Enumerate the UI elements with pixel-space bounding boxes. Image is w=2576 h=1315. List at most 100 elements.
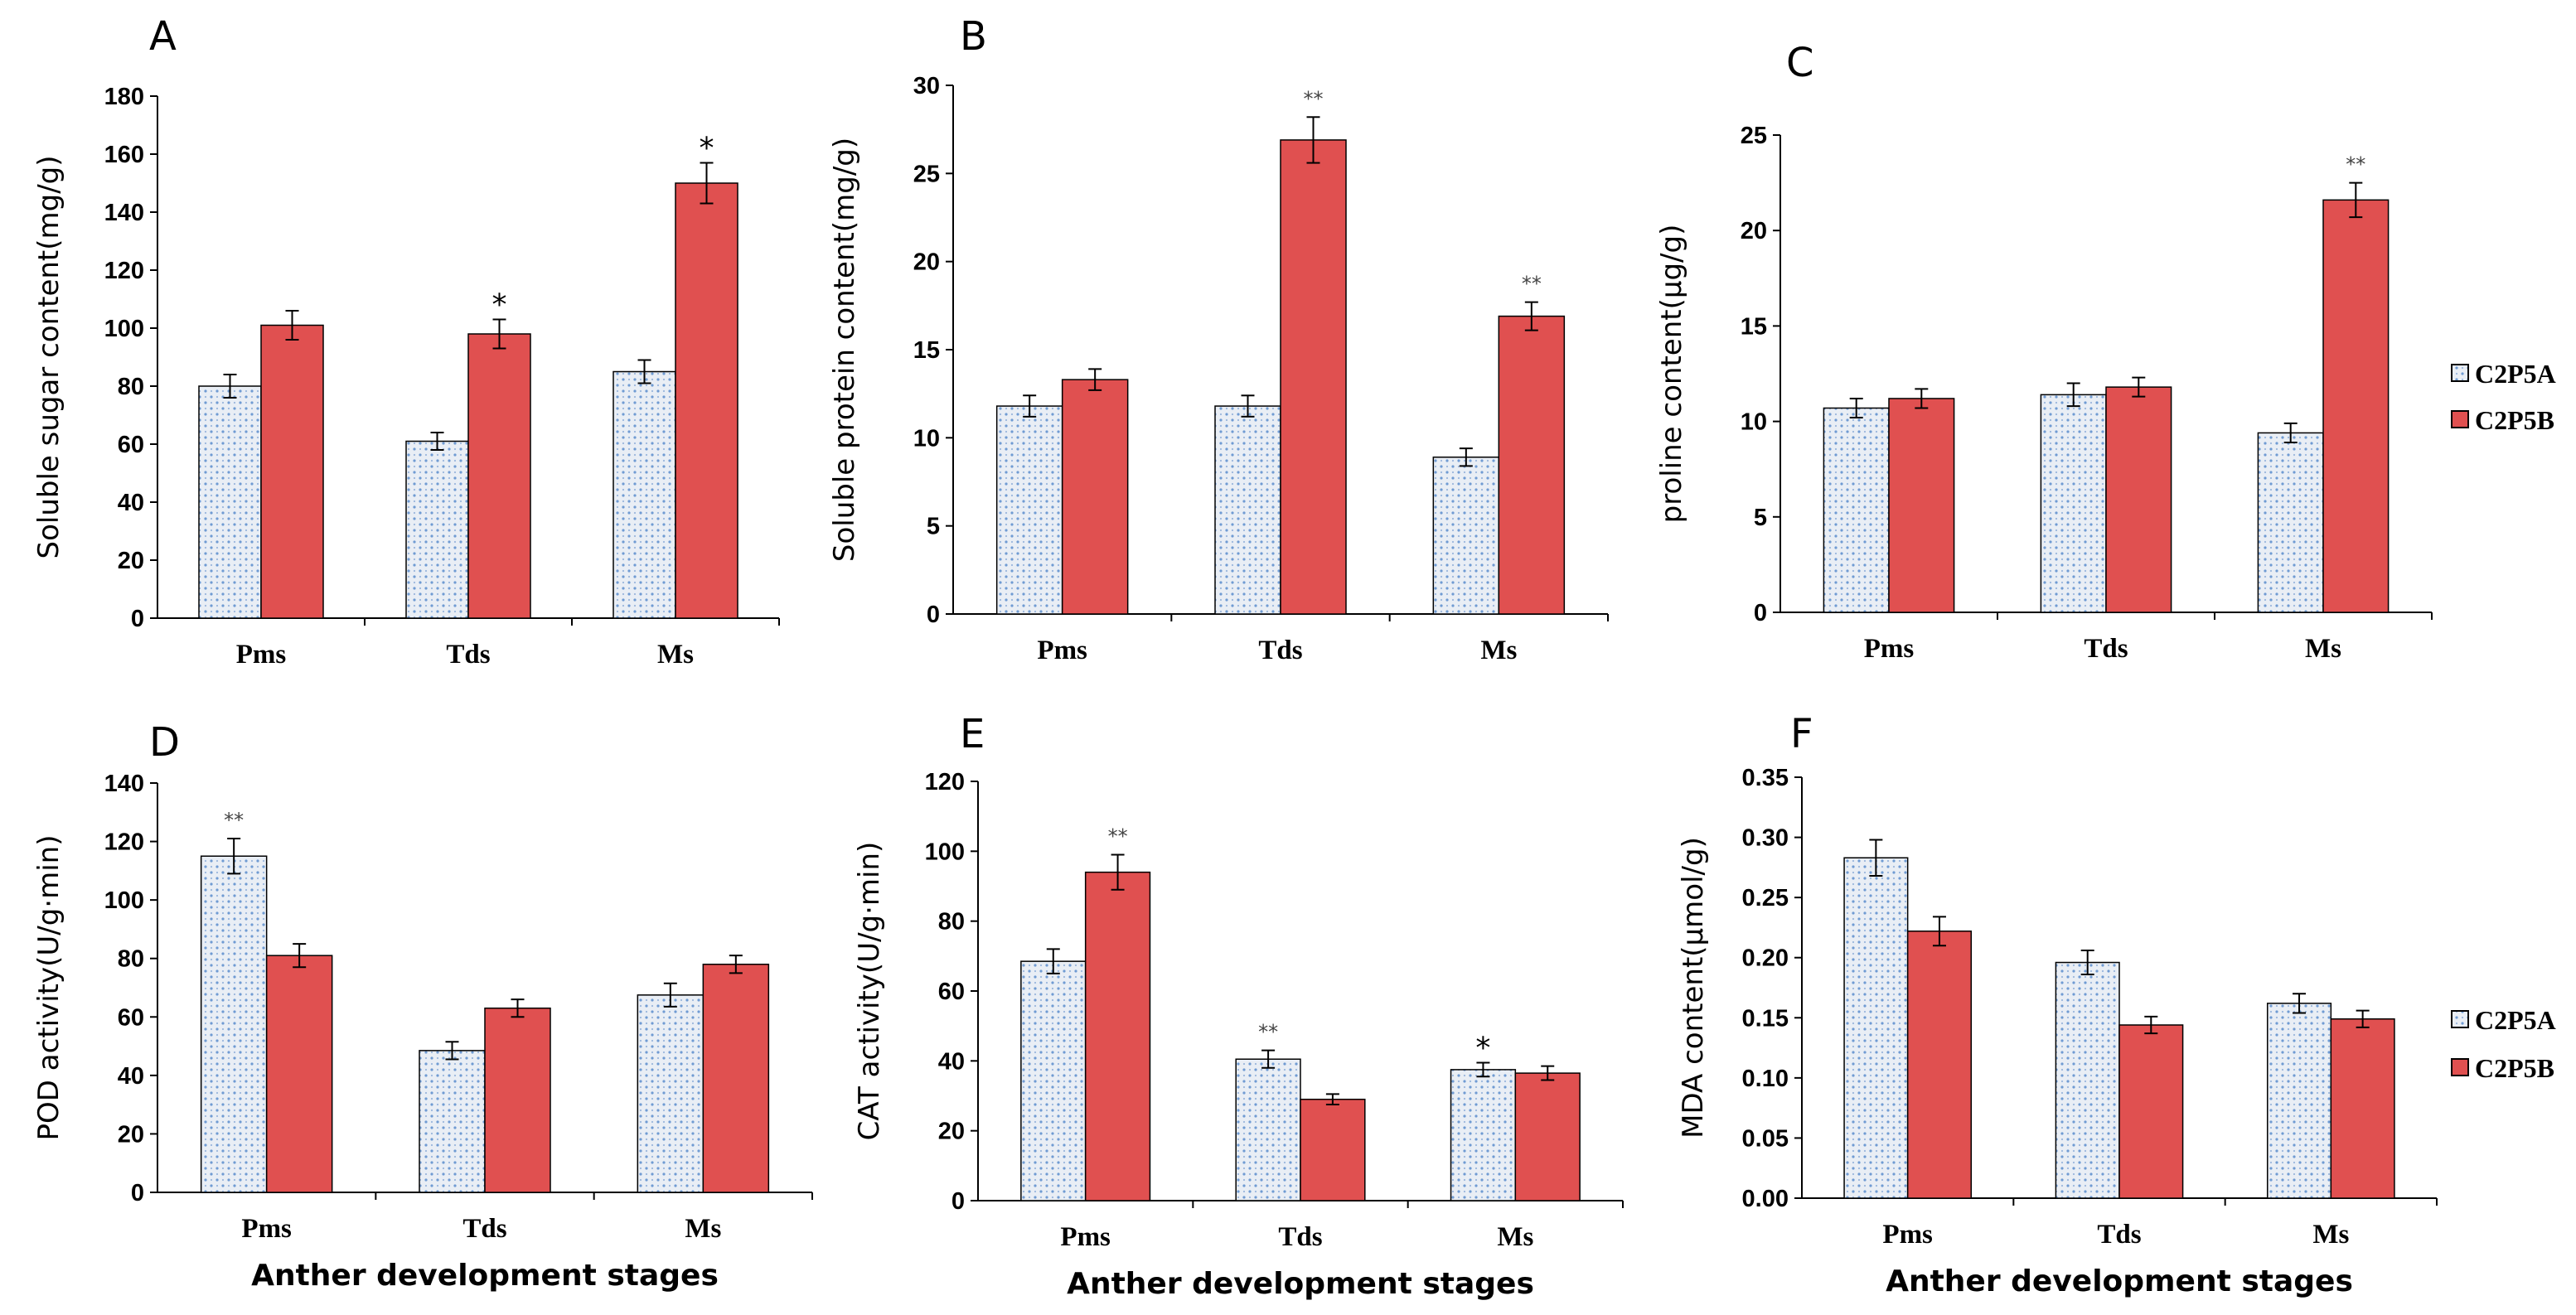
legend-label-c2p5a: C2P5A — [2475, 1005, 2556, 1035]
bar-b-c2p5b-ms — [1498, 315, 1566, 615]
y-tick-label-f: 0.10 — [1742, 1066, 1789, 1092]
bar-b-c2p5a-pms — [995, 405, 1063, 615]
legend-label-c2p5a: C2P5A — [2475, 359, 2556, 389]
panel-letter-a: A — [149, 13, 177, 60]
y-tick-label-f: 0.30 — [1742, 825, 1789, 852]
y-tick-label-b: 0 — [927, 602, 940, 628]
bar-d-c2p5b-pms — [265, 955, 333, 1193]
bar-f-c2p5a-tds — [2055, 961, 2120, 1199]
bar-e-c2p5a-tds — [1235, 1058, 1301, 1201]
x-tick-label-a: Ms — [657, 640, 694, 670]
bar-f-c2p5a-pms — [1843, 857, 1909, 1199]
y-tick-label-d: 140 — [104, 771, 144, 797]
bar-f-c2p5b-pms — [1906, 931, 1973, 1199]
y-tick-label-a: 100 — [104, 316, 144, 342]
bar-d-c2p5b-tds — [484, 1007, 551, 1193]
y-tick-label-a: 160 — [104, 142, 144, 168]
y-tick-label-b: 5 — [927, 514, 940, 540]
legend-swatch-c2p5a — [2451, 364, 2469, 382]
bar-a-c2p5a-pms — [198, 385, 262, 619]
bar-d-c2p5a-ms — [637, 994, 705, 1193]
y-tick-label-a: 60 — [118, 432, 144, 458]
y-tick-label-c: 10 — [1741, 409, 1767, 436]
bar-b-c2p5b-tds — [1280, 139, 1347, 615]
bar-c-c2p5b-tds — [2105, 386, 2172, 613]
y-tick-label-a: 0 — [131, 606, 144, 632]
y-tick-label-a: 180 — [104, 84, 144, 110]
x-tick-label-a: Tds — [446, 640, 490, 670]
y-tick-label-b: 20 — [913, 249, 940, 276]
bar-d-c2p5b-ms — [702, 964, 770, 1193]
panel-letter-b: B — [960, 13, 987, 60]
y-tick-label-a: 140 — [104, 200, 144, 226]
y-axis-label-e: CAT activity(U/g·min) — [853, 842, 886, 1141]
y-tick-label-d: 20 — [118, 1121, 144, 1148]
bar-e-c2p5b-ms — [1514, 1072, 1581, 1201]
bar-a-c2p5a-tds — [405, 440, 469, 619]
x-tick-label-e: Ms — [1497, 1222, 1533, 1252]
bar-b-c2p5b-pms — [1061, 379, 1129, 615]
y-tick-label-a: 120 — [104, 258, 144, 284]
significance-mark-d: ** — [224, 809, 244, 832]
y-tick-label-b: 25 — [913, 161, 940, 187]
legend-top: C2P5A C2P5B — [2451, 359, 2556, 435]
chart-d: 0 20 40 60 80 100 120 140 POD activity(U/g·min) P… — [32, 771, 813, 1293]
x-tick-label-e: Tds — [1278, 1222, 1322, 1252]
y-tick-label-a: 40 — [118, 490, 144, 516]
legend-label-c2p5b: C2P5B — [2475, 1053, 2554, 1083]
y-tick-label-a: 20 — [118, 548, 144, 574]
x-tick-label-e: Pms — [1060, 1222, 1111, 1252]
y-tick-label-e: 40 — [938, 1048, 965, 1075]
bar-a-c2p5a-ms — [613, 370, 676, 619]
significance-mark-e: ** — [1258, 1021, 1278, 1044]
legend-entry-c2p5b: C2P5B — [2451, 405, 2554, 435]
x-axis-label-e: Anther development stages — [1067, 1267, 1534, 1301]
y-tick-label-e: 80 — [938, 909, 965, 935]
bar-f-c2p5b-ms — [2330, 1018, 2395, 1199]
x-tick-label-c: Pms — [1864, 634, 1915, 664]
y-tick-label-e: 120 — [925, 769, 965, 795]
significance-mark-e: * — [1475, 1031, 1490, 1065]
x-axis-label-f: Anther development stages — [1886, 1264, 2353, 1298]
significance-mark-e: ** — [1108, 825, 1128, 848]
x-tick-label-b: Pms — [1037, 636, 1087, 665]
bar-c-c2p5b-pms — [1888, 398, 1955, 613]
legend-entry-c2p5a: C2P5A — [2451, 359, 2556, 389]
x-axis-label-d: Anther development stages — [251, 1259, 719, 1293]
significance-mark-c: ** — [2346, 153, 2365, 176]
bar-b-c2p5a-ms — [1432, 456, 1500, 615]
y-tick-label-f: 0.05 — [1742, 1125, 1789, 1152]
y-tick-label-f: 0.25 — [1742, 885, 1789, 911]
y-tick-label-f: 0.00 — [1742, 1186, 1789, 1212]
x-tick-label-f: Tds — [2097, 1220, 2141, 1250]
legend-swatch-c2p5b — [2451, 410, 2469, 428]
significance-mark-a: * — [492, 288, 507, 322]
panel-letter-c: C — [1786, 40, 1814, 86]
y-tick-label-b: 15 — [913, 337, 940, 364]
bar-a-c2p5b-ms — [675, 182, 738, 619]
bar-b-c2p5a-tds — [1214, 405, 1281, 615]
bar-e-c2p5a-ms — [1450, 1069, 1517, 1201]
legend-swatch-c2p5b — [2451, 1058, 2469, 1076]
bar-a-c2p5b-tds — [467, 333, 531, 619]
legend-entry-c2p5b: C2P5B — [2451, 1053, 2554, 1083]
legend-entry-c2p5a: C2P5A — [2451, 1005, 2556, 1035]
bar-c-c2p5a-ms — [2257, 432, 2324, 613]
chart-e: 0 20 40 60 80 100 120 CAT activity(U/g·min) Pms *… — [853, 769, 1624, 1301]
significance-mark-a: * — [700, 132, 714, 166]
bar-d-c2p5a-tds — [419, 1050, 486, 1193]
y-tick-label-f: 0.35 — [1742, 765, 1789, 791]
bar-a-c2p5b-pms — [260, 324, 324, 619]
y-tick-label-a: 80 — [118, 374, 144, 400]
y-axis-label-a: Soluble sugar content(mg/g) — [32, 155, 65, 558]
y-tick-label-d: 80 — [118, 946, 144, 973]
panel-f: F 0.00 0.05 0.10 0.15 0.20 0.25 0.30 0.35 MDA co… — [1677, 711, 2438, 1298]
y-axis-label-f: MDA content(μmol/g) — [1677, 837, 1710, 1139]
y-tick-label-e: 20 — [938, 1119, 965, 1145]
x-tick-label-d: Ms — [685, 1214, 721, 1244]
chart-a: 0 20 40 60 80 100 120 140 160 180 Soluble sugar co… — [32, 84, 780, 670]
bar-c-c2p5a-tds — [2040, 394, 2107, 613]
bar-e-c2p5b-tds — [1300, 1098, 1366, 1201]
panel-b: B 0 5 10 15 20 25 30 Soluble protein content(mg… — [828, 13, 1609, 665]
